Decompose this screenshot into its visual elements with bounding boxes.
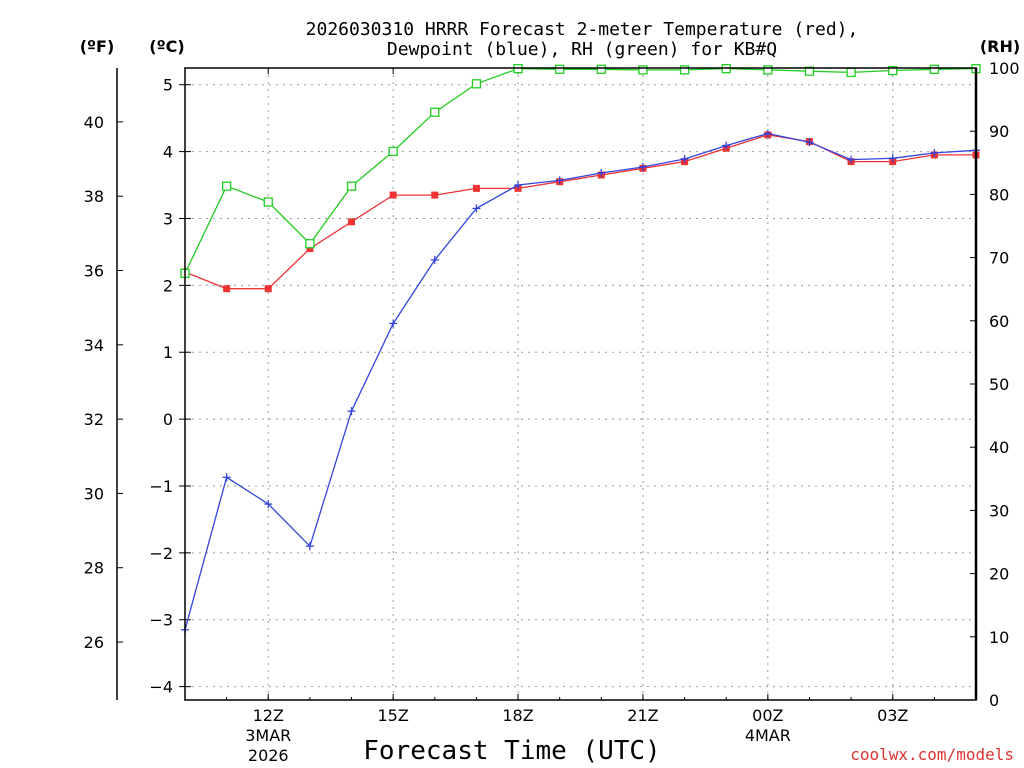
rh-point bbox=[263, 197, 273, 207]
x-tick-date: 3MAR bbox=[245, 726, 291, 745]
dewpoint-point bbox=[389, 319, 398, 328]
x-tick-label: 12Z bbox=[253, 706, 284, 725]
dewpoint-line bbox=[184, 132, 977, 630]
celsius-tick-label: 0 bbox=[163, 410, 173, 429]
x-axis-title: Forecast Time (UTC) bbox=[363, 736, 660, 766]
dewpoint-point bbox=[222, 473, 231, 482]
dewpoint-point bbox=[472, 204, 481, 213]
celsius-tick-label: 2 bbox=[163, 276, 173, 295]
dewpoint-point bbox=[805, 138, 814, 147]
temperature-point bbox=[472, 184, 480, 192]
celsius-tick-label: −2 bbox=[149, 544, 173, 563]
dewpoint-point bbox=[930, 148, 939, 157]
fahrenheit-tick-label: 36 bbox=[84, 261, 104, 280]
rh-point bbox=[346, 181, 357, 191]
x-tick-label: 15Z bbox=[377, 706, 408, 725]
rh-tick-label: 90 bbox=[989, 122, 1009, 141]
rh-line bbox=[184, 67, 977, 274]
celsius-tick-label: −4 bbox=[149, 678, 173, 697]
celsius-tick-label: −3 bbox=[149, 611, 173, 630]
x-tick-label: 21Z bbox=[627, 706, 658, 725]
temperature-point bbox=[348, 218, 356, 226]
rh-tick-label: 10 bbox=[989, 628, 1009, 647]
x-tick-label: 18Z bbox=[502, 706, 533, 725]
temperature-point bbox=[431, 191, 439, 199]
fahrenheit-tick-label: 30 bbox=[84, 484, 104, 503]
x-tick-year: 2026 bbox=[248, 746, 289, 765]
dewpoint-point bbox=[638, 162, 647, 171]
celsius-tick-label: 1 bbox=[163, 343, 173, 362]
x-tick-label: 00Z bbox=[752, 706, 783, 725]
fahrenheit-unit-label: (ºF) bbox=[80, 37, 115, 56]
dewpoint-point bbox=[514, 181, 523, 190]
rh-point bbox=[763, 65, 773, 75]
fahrenheit-tick-label: 28 bbox=[84, 559, 104, 578]
temperature-point bbox=[306, 245, 314, 253]
rh-tick-label: 100 bbox=[989, 59, 1020, 78]
rh-point bbox=[679, 65, 690, 75]
dewpoint-point bbox=[680, 154, 689, 163]
rh-point bbox=[888, 65, 898, 76]
rh-point bbox=[555, 64, 565, 74]
rh-point bbox=[846, 67, 856, 78]
rh-point bbox=[471, 79, 482, 89]
rh-point bbox=[388, 146, 398, 157]
x-tick-date: 4MAR bbox=[745, 726, 791, 745]
temperature-line bbox=[184, 134, 976, 290]
gridlines bbox=[185, 68, 976, 700]
dewpoint-point bbox=[763, 129, 772, 138]
dewpoint-point bbox=[555, 176, 564, 185]
rh-tick-label: 70 bbox=[989, 249, 1009, 268]
rh-point bbox=[221, 181, 232, 191]
rh-point bbox=[804, 66, 815, 76]
dewpoint-point bbox=[847, 155, 856, 164]
celsius-tick-label: 3 bbox=[163, 209, 173, 228]
x-tick-label: 03Z bbox=[877, 706, 908, 725]
chart-title-line2: Dewpoint (blue), RH (green) for KB#Q bbox=[387, 39, 777, 60]
rh-unit-label: (RH) bbox=[980, 37, 1020, 56]
dewpoint-point bbox=[888, 154, 897, 163]
rh-tick-label: 80 bbox=[989, 185, 1009, 204]
credit-text: coolwx.com/models bbox=[850, 745, 1014, 764]
fahrenheit-tick-label: 26 bbox=[84, 633, 104, 652]
chart-title-line1: 2026030310 HRRR Forecast 2-meter Tempera… bbox=[306, 19, 859, 40]
rh-tick-label: 60 bbox=[989, 312, 1009, 331]
data-series bbox=[180, 63, 981, 634]
fahrenheit-tick-label: 40 bbox=[84, 113, 104, 132]
axes: −4−3−2−101234526283032343638400102030405… bbox=[84, 59, 1020, 765]
dewpoint-point bbox=[305, 542, 314, 551]
plot-frame bbox=[184, 67, 977, 701]
celsius-tick-label: 4 bbox=[163, 143, 173, 162]
celsius-tick-label: 5 bbox=[163, 76, 173, 95]
fahrenheit-tick-label: 32 bbox=[84, 410, 104, 429]
rh-point bbox=[596, 64, 606, 74]
rh-point bbox=[305, 239, 315, 249]
temperature-point bbox=[223, 285, 231, 293]
rh-point bbox=[929, 64, 940, 74]
fahrenheit-tick-label: 34 bbox=[84, 336, 104, 355]
dewpoint-point bbox=[597, 168, 606, 177]
rh-tick-label: 40 bbox=[989, 438, 1009, 457]
rh-point bbox=[430, 107, 440, 117]
rh-tick-label: 30 bbox=[989, 501, 1009, 520]
celsius-tick-label: −1 bbox=[149, 477, 173, 496]
dewpoint-point bbox=[722, 141, 731, 150]
fahrenheit-tick-label: 38 bbox=[84, 187, 104, 206]
dewpoint-point bbox=[430, 255, 439, 264]
dewpoint-point bbox=[264, 500, 273, 509]
rh-tick-label: 0 bbox=[989, 691, 999, 710]
temperature-point bbox=[264, 285, 272, 293]
rh-point bbox=[638, 65, 648, 75]
dewpoint-point bbox=[347, 407, 356, 416]
temperature-point bbox=[389, 191, 397, 199]
rh-tick-label: 20 bbox=[989, 565, 1009, 584]
celsius-unit-label: (ºC) bbox=[149, 37, 184, 56]
rh-tick-label: 50 bbox=[989, 375, 1009, 394]
